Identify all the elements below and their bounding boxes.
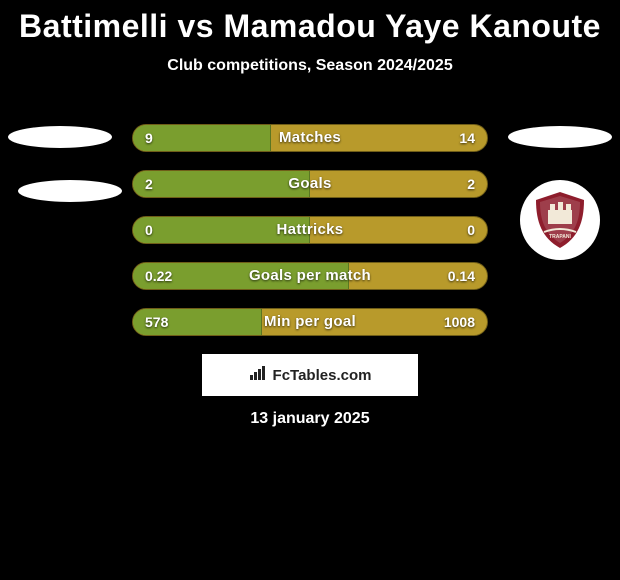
bar-mpg-label: Min per goal xyxy=(133,309,487,335)
bar-hattricks-label: Hattricks xyxy=(133,217,487,243)
bar-chart-icon xyxy=(249,364,267,387)
date-label: 13 january 2025 xyxy=(0,410,620,428)
player-left-placeholder-1 xyxy=(8,126,112,148)
stats-bars: 9 Matches 14 2 Goals 2 0 Hattricks 0 0.2… xyxy=(132,124,488,354)
comparison-card: Battimelli vs Mamadou Yaye Kanoute Club … xyxy=(0,0,620,580)
bar-gpm: 0.22 Goals per match 0.14 xyxy=(132,262,488,290)
bar-mpg: 578 Min per goal 1008 xyxy=(132,308,488,336)
bar-goals-right-value: 2 xyxy=(467,171,475,197)
bar-matches: 9 Matches 14 xyxy=(132,124,488,152)
subtitle: Club competitions, Season 2024/2025 xyxy=(0,57,620,75)
player-left-placeholder-2 xyxy=(18,180,122,202)
page-title: Battimelli vs Mamadou Yaye Kanoute xyxy=(0,0,620,45)
svg-text:TRAPANI: TRAPANI xyxy=(549,234,571,240)
source-label: FcTables.com xyxy=(273,367,372,384)
club-right-badge: TRAPANI xyxy=(520,180,600,260)
bar-matches-right-value: 14 xyxy=(459,125,475,151)
bar-hattricks: 0 Hattricks 0 xyxy=(132,216,488,244)
club-right-crest-icon: TRAPANI xyxy=(528,188,592,252)
bar-goals: 2 Goals 2 xyxy=(132,170,488,198)
player-right-placeholder-1 xyxy=(508,126,612,148)
bar-mpg-right-value: 1008 xyxy=(444,309,475,335)
bar-gpm-label: Goals per match xyxy=(133,263,487,289)
bar-matches-label: Matches xyxy=(133,125,487,151)
bar-gpm-right-value: 0.14 xyxy=(448,263,475,289)
bar-goals-label: Goals xyxy=(133,171,487,197)
bar-hattricks-right-value: 0 xyxy=(467,217,475,243)
source-box: FcTables.com xyxy=(202,354,418,396)
